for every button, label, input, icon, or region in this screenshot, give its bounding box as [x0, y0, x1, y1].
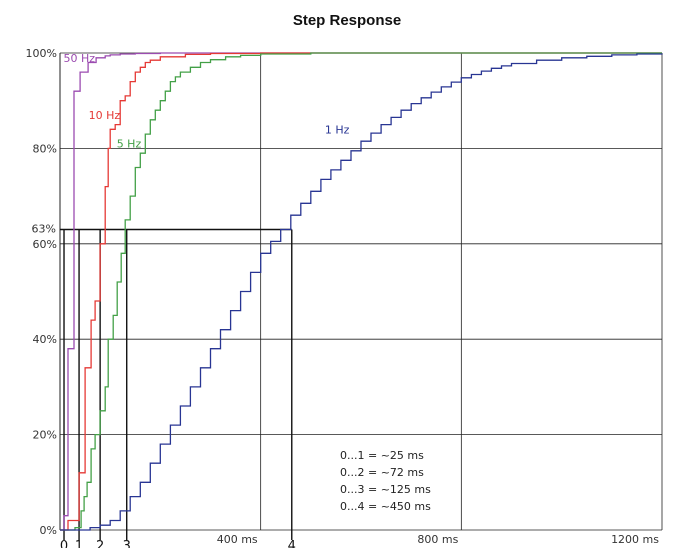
marker-label-2: 2 [96, 539, 104, 548]
annotations: 0...1 = ~25 ms 0...2 = ~72 ms 0...3 = ~125… [340, 449, 431, 513]
annotation-1: 0...1 = ~25 ms [340, 449, 424, 462]
y-tick-label-2: 40% [33, 333, 57, 346]
x-tick-label-1: 800 ms [417, 533, 458, 546]
marker-label-4: 4 [288, 539, 296, 548]
series-line-50-hz [60, 52, 662, 531]
series-label-10-hz: 10 Hz [89, 109, 121, 122]
marker-label-0: 0 [60, 539, 68, 548]
marker-label-3: 3 [123, 539, 131, 548]
y-tick-label-3: 60% [33, 238, 57, 251]
series-label-50-hz: 50 Hz [64, 52, 96, 65]
y-tick-label-5: 100% [26, 47, 57, 60]
series-group [60, 52, 663, 531]
threshold-label: 63% [32, 222, 56, 235]
marker-label-1: 1 [75, 539, 83, 548]
y-tick-label-1: 20% [33, 429, 57, 442]
chart-title: Step Response [293, 12, 401, 29]
annotation-2: 0...2 = ~72 ms [340, 466, 424, 479]
series-line-10-hz [60, 52, 662, 531]
series-label-1-hz: 1 Hz [325, 123, 350, 136]
x-tick-label-0: 400 ms [217, 533, 258, 546]
y-tick-label-4: 80% [33, 142, 57, 155]
threshold-lines: 63% 0 1 2 3 4 [32, 222, 296, 548]
grid: 0% 20% 40% 60% 80% 100% 400 ms 800 ms 1200 ms [26, 47, 663, 546]
series-line-5-hz [60, 52, 662, 531]
series-line-1-hz [60, 53, 663, 531]
labels-group: 50 Hz 10 Hz 5 Hz 1 Hz [64, 52, 350, 151]
annotation-3: 0...3 = ~125 ms [340, 483, 431, 496]
annotation-4: 0...4 = ~450 ms [340, 500, 431, 513]
series-label-5-hz: 5 Hz [117, 138, 142, 151]
y-tick-label-0: 0% [40, 524, 57, 537]
x-tick-label-2: 1200 ms [611, 533, 659, 546]
